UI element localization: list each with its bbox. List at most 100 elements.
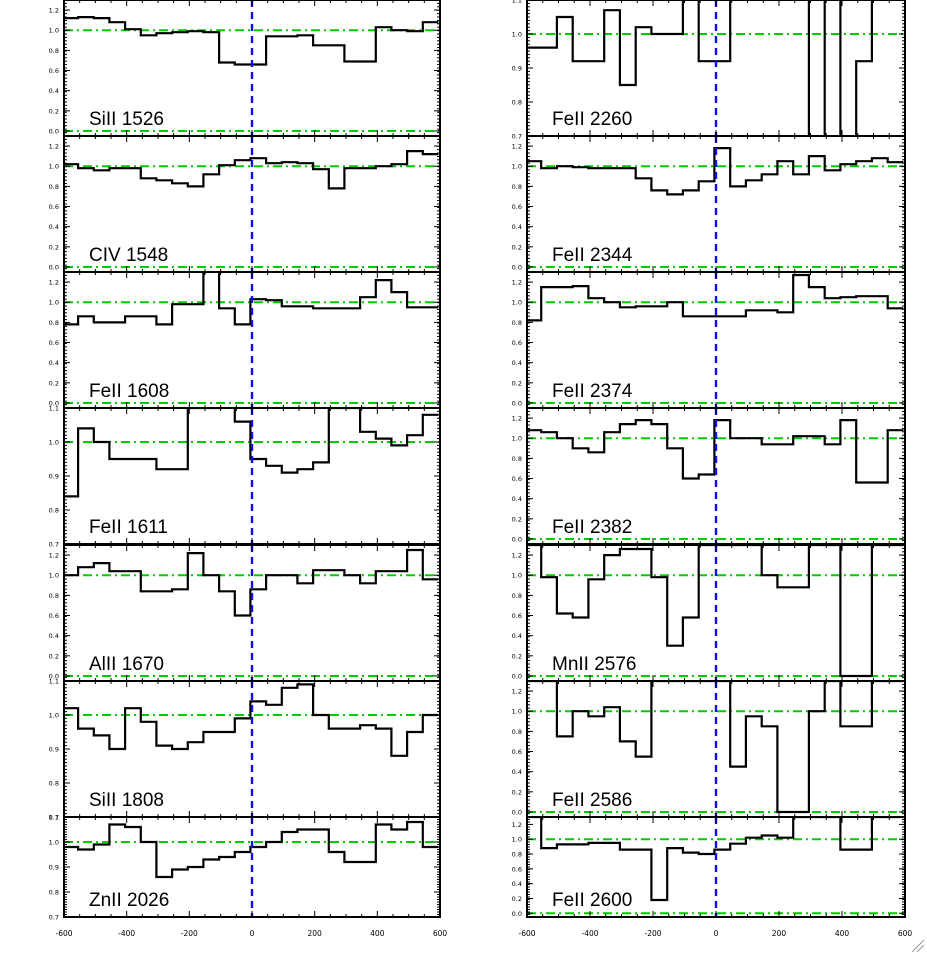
y-tick-label: 0.8 [49, 507, 59, 515]
y-tick-label: 1.0 [512, 708, 522, 716]
y-tick-label: 0.0 [49, 399, 59, 407]
y-tick-label: 0.7 [512, 133, 522, 141]
y-tick-label: 0.6 [512, 203, 522, 211]
y-tick-label: 1.0 [49, 299, 59, 307]
y-tick-label: 0.8 [512, 592, 522, 600]
y-tick-label: 0.2 [512, 788, 522, 796]
y-tick-label: 0.4 [512, 768, 522, 776]
spectrum-line [64, 683, 439, 757]
y-tick-label: 0.8 [512, 183, 522, 191]
y-tick-label: 1.0 [512, 836, 522, 844]
panel-1-4: 1.2 1.0 0.8 0.6 0.4 0.2 0.0 MnII 2576 [512, 544, 906, 682]
y-tick-label: 0.6 [512, 339, 522, 347]
y-tick-label: 1.1 [49, 405, 59, 413]
y-tick-label: 0.8 [512, 99, 522, 107]
y-tick-label: 1.2 [49, 552, 59, 560]
spectrum-line [64, 150, 439, 190]
panel-0-4: 1.2 1.0 0.8 0.6 0.4 0.2 0.0 AlII 1670 [49, 544, 441, 682]
y-tick-label: 0.7 [49, 541, 59, 549]
spectrum-line [527, 817, 904, 902]
y-tick-label: 1.2 [512, 143, 522, 151]
y-tick-label: 0.4 [49, 632, 59, 640]
y-tick-label: 0.0 [49, 672, 59, 680]
y-tick-label: 0.0 [512, 535, 522, 543]
y-tick-label: 0.8 [512, 851, 522, 859]
ion-label: FeII 1608 [89, 381, 169, 402]
panel-0-3: 1.1 1.0 0.9 0.8 0.7 FeII 1611 [49, 405, 441, 549]
y-tick-label: 0.0 [512, 808, 522, 816]
spectrum-line [64, 820, 439, 879]
x-tick-label: -600 [518, 929, 535, 938]
y-tick-label: 0.8 [49, 47, 59, 55]
ion-label: SiII 1808 [89, 790, 164, 811]
y-tick-label: 0.4 [512, 495, 522, 503]
y-tick-label: 1.2 [512, 821, 522, 829]
ion-label: FeII 2260 [552, 109, 632, 130]
y-tick-label: 0.0 [512, 399, 522, 407]
spectrum-line [64, 408, 439, 498]
y-tick-label: 1.0 [49, 839, 59, 847]
y-tick-label: 0.9 [49, 864, 59, 872]
y-tick-label: 1.2 [49, 279, 59, 287]
x-tick-label: 0 [714, 929, 719, 938]
y-tick-label: 0.6 [512, 475, 522, 483]
y-tick-label: 0.7 [49, 914, 59, 922]
y-tick-label: 1.2 [49, 7, 59, 15]
y-tick-label: 0.0 [512, 910, 522, 918]
y-tick-label: 0.6 [512, 865, 522, 873]
y-tick-label: 0.6 [512, 612, 522, 620]
x-tick-label: -600 [55, 929, 72, 938]
y-tick-label: 0.6 [49, 612, 59, 620]
resize-grip-icon[interactable] [911, 939, 925, 953]
y-tick-label: 0.9 [512, 65, 522, 73]
ion-label: SiII 1526 [89, 109, 164, 130]
y-tick-label: 0.6 [49, 203, 59, 211]
panel-0-2: 1.2 1.0 0.8 0.6 0.4 0.2 0.0 FeII 1608 [49, 271, 441, 409]
panel-0-5: 1.1 1.0 0.9 0.8 0.7 SiII 1808 [49, 678, 441, 822]
panel-1-6: 1.2 1.0 0.8 0.6 0.4 0.2 0.0 FeII 2600 [512, 816, 906, 918]
y-tick-label: 0.6 [512, 748, 522, 756]
y-tick-label: 1.2 [512, 279, 522, 287]
spectrum-line [527, 419, 904, 484]
ion-label: MnII 2576 [552, 654, 637, 675]
y-tick-label: 0.4 [49, 359, 59, 367]
panel-0-1: 1.2 1.0 0.8 0.6 0.4 0.2 0.0 CIV 1548 [49, 135, 441, 273]
spectrum-line [527, 545, 904, 678]
ion-label: ZnII 2026 [89, 890, 169, 911]
x-tick-label: 600 [433, 929, 448, 938]
y-tick-label: 0.8 [49, 592, 59, 600]
y-tick-label: 1.0 [49, 439, 59, 447]
y-tick-label: 0.2 [512, 243, 522, 251]
panel-1-3: 1.2 1.0 0.8 0.6 0.4 0.2 0.0 FeII 2382 [512, 407, 906, 545]
spectrum-line [64, 16, 439, 66]
y-tick-label: 0.4 [49, 223, 59, 231]
y-tick-label: 0.8 [49, 183, 59, 191]
ion-label: FeII 2344 [552, 245, 633, 266]
y-tick-label: 0.2 [512, 895, 522, 903]
y-tick-label: 1.0 [512, 299, 522, 307]
spectrum-line [527, 147, 904, 196]
y-tick-label: 1.1 [512, 0, 522, 5]
panel-1-0: 1.1 1.0 0.9 0.8 0.7 FeII 2260 [512, 0, 906, 141]
y-tick-label: 0.8 [49, 889, 59, 897]
ion-label: CIV 1548 [89, 245, 168, 266]
ion-label: AlII 1670 [89, 654, 164, 675]
y-tick-label: 0.0 [512, 263, 522, 271]
x-tick-label: -400 [118, 929, 135, 938]
spectrum-line [527, 273, 904, 322]
y-tick-label: 0.4 [512, 880, 522, 888]
spectrum-line [527, 0, 873, 136]
ion-label: FeII 2586 [552, 790, 632, 811]
y-tick-label: 0.2 [49, 379, 59, 387]
x-tick-label: -200 [644, 929, 661, 938]
y-tick-label: 1.2 [512, 688, 522, 696]
y-tick-label: 0.4 [49, 87, 59, 95]
y-tick-label: 0.0 [49, 127, 59, 135]
x-tick-label: 0 [250, 929, 255, 938]
y-tick-label: 1.0 [49, 572, 59, 580]
panel-0-6: 1.1 1.0 0.9 0.8 0.7 ZnII 2026 [49, 814, 441, 922]
spectrum-line [64, 548, 439, 617]
y-tick-label: 1.0 [512, 31, 522, 39]
y-tick-label: 0.2 [49, 107, 59, 115]
